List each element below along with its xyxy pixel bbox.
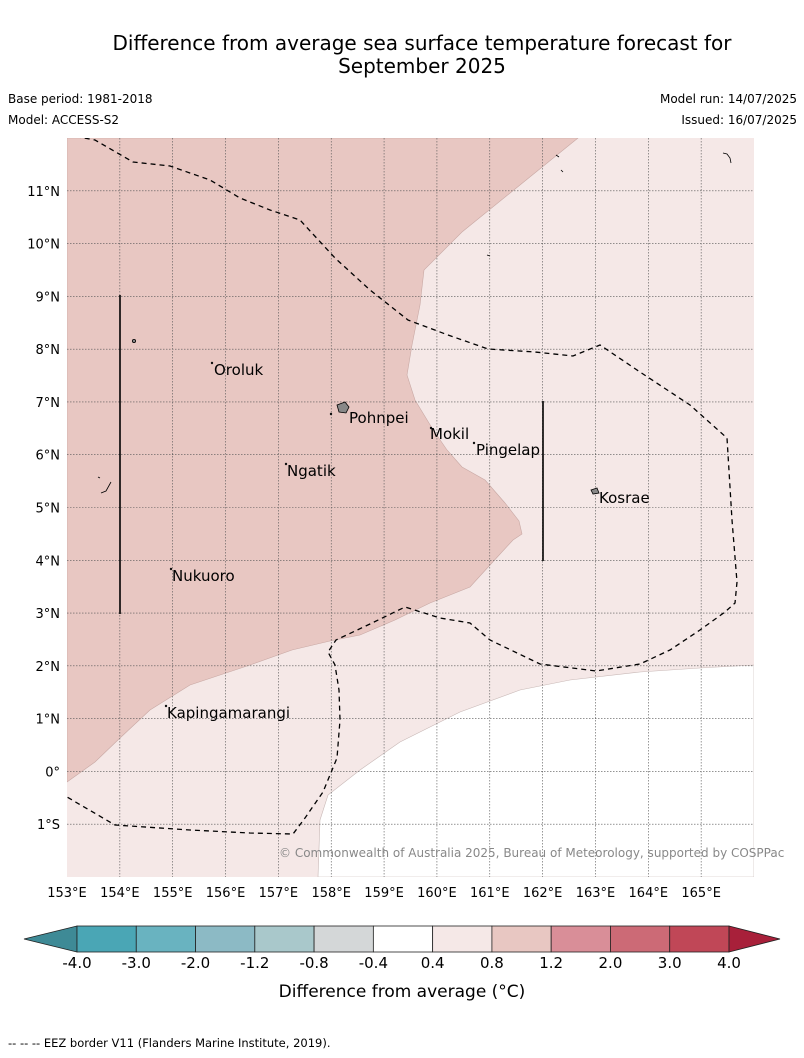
mokil-atoll <box>429 426 433 430</box>
latitude-label: 10°N <box>27 238 60 253</box>
base-period: Base period: 1981-2018 <box>8 92 153 106</box>
colorbar-tick: 4.0 <box>717 954 741 972</box>
small-island <box>555 154 564 173</box>
anomaly-band-0.8-1.2 <box>67 138 579 783</box>
title-line-2: September 2025 <box>338 54 506 78</box>
colorbar-swatch <box>432 925 493 953</box>
latitude-label: 0° <box>45 765 60 780</box>
latitude-label: 1°S <box>37 818 60 833</box>
pingelap-atoll <box>472 441 476 445</box>
place-label-nukuoro: Nukuoro <box>172 567 235 585</box>
colorbar-swatch <box>313 925 374 953</box>
longitude-label: 157°E <box>259 886 299 901</box>
place-label-ngatik: Ngatik <box>287 462 336 480</box>
colorbar-tick: -3.0 <box>122 954 151 972</box>
colorbar-swatch <box>372 925 434 953</box>
latitude-label: 5°N <box>36 502 61 517</box>
latitude-label: 6°N <box>36 449 61 464</box>
colorbar-tick: -0.8 <box>299 954 328 972</box>
colorbar-tick: -2.0 <box>181 954 210 972</box>
chart-title: Difference from average sea surface temp… <box>40 32 804 78</box>
oroluk-atoll <box>210 361 214 365</box>
kapingamarangi-atoll <box>164 704 168 708</box>
colorbar-swatch <box>610 925 671 953</box>
colorbar-tick: 1.2 <box>539 954 563 972</box>
nukuoro-atoll <box>169 567 173 571</box>
longitude-label: 164°E <box>629 886 669 901</box>
colorbar-swatch <box>195 925 256 953</box>
pohnpei-island <box>336 401 350 414</box>
colorbar-tick: 2.0 <box>599 954 623 972</box>
ngatik-atoll <box>284 462 288 466</box>
latitude-label: 7°N <box>36 396 61 411</box>
small-island <box>486 254 491 257</box>
kosrae-island <box>590 487 600 495</box>
small-island <box>722 152 732 164</box>
eez-borders <box>67 138 738 835</box>
place-label-pohnpei: Pohnpei <box>349 409 409 427</box>
longitude-label: 158°E <box>311 886 351 901</box>
latitude-label: 1°N <box>36 713 61 728</box>
latitude-label: 8°N <box>36 343 61 358</box>
longitude-label: 162°E <box>523 886 563 901</box>
longitude-label: 155°E <box>153 886 193 901</box>
latitude-label: 2°N <box>36 660 61 675</box>
place-label-kapingamarangi: Kapingamarangi <box>167 704 290 722</box>
longitude-label: 159°E <box>364 886 404 901</box>
longitude-label: 163°E <box>576 886 616 901</box>
copyright-notice: © Commonwealth of Australia 2025, Bureau… <box>279 846 784 860</box>
model-run: Model run: 14/07/2025 <box>659 92 797 106</box>
colorbar-tick: 3.0 <box>658 954 682 972</box>
eez-legend-note: -- -- -- EEZ border V11 (Flanders Marine… <box>8 1036 331 1050</box>
islands <box>97 152 732 708</box>
colorbar-extend-low <box>23 925 78 953</box>
longitude-label: 154°E <box>100 886 140 901</box>
colorbar-tick: -4.0 <box>62 954 91 972</box>
colorbar-tick: -0.4 <box>359 954 388 972</box>
latitude-labels: 11°N 10°N 9°N 8°N 7°N 6°N 5°N 4°N 3°N 2°N 1°N 0° 1°S <box>27 185 60 833</box>
small-island <box>329 412 333 416</box>
place-label-pingelap: Pingelap <box>476 441 540 459</box>
place-label-mokil: Mokil <box>430 425 469 443</box>
model-name: Model: ACCESS-S2 <box>8 113 120 127</box>
small-island <box>97 476 112 494</box>
colorbar-label: Difference from average (°C) <box>279 982 526 1002</box>
latitude-label: 9°N <box>36 290 61 305</box>
latitude-label: 3°N <box>36 607 61 622</box>
longitude-label: 165°E <box>681 886 721 901</box>
title-line-1: Difference from average sea surface temp… <box>112 31 732 55</box>
place-label-oroluk: Oroluk <box>214 361 263 379</box>
longitude-label: 161°E <box>470 886 510 901</box>
colorbar-swatch <box>76 925 137 953</box>
place-label-kosrae: Kosrae <box>599 489 650 507</box>
longitude-labels: 153°E 154°E 155°E 156°E 157°E 158°E 159°E 160°E… <box>47 886 721 901</box>
colorbar <box>23 925 781 953</box>
small-island <box>131 338 136 343</box>
colorbar-tick: -1.2 <box>240 954 269 972</box>
longitude-label: 160°E <box>417 886 457 901</box>
colorbar-extend-high <box>728 925 781 953</box>
colorbar-tick: 0.4 <box>421 954 445 972</box>
issued-date: Issued: 16/07/2025 <box>681 113 797 127</box>
latitude-label: 11°N <box>27 185 60 200</box>
longitude-label: 153°E <box>47 886 87 901</box>
colorbar-swatch <box>669 925 730 953</box>
colorbar-swatch <box>135 925 196 953</box>
latitude-label: 4°N <box>36 554 61 569</box>
map-plot-area <box>67 138 754 877</box>
colorbar-swatch <box>550 925 611 953</box>
colorbar-tick-labels: -4.0 -3.0 -2.0 -1.2 -0.8 -0.4 0.4 0.8 1.2 2.0 3.0 4… <box>62 954 741 972</box>
colorbar-swatch <box>254 925 315 953</box>
longitude-label: 156°E <box>206 886 246 901</box>
colorbar-tick: 0.8 <box>480 954 504 972</box>
colorbar-swatch <box>491 925 552 953</box>
